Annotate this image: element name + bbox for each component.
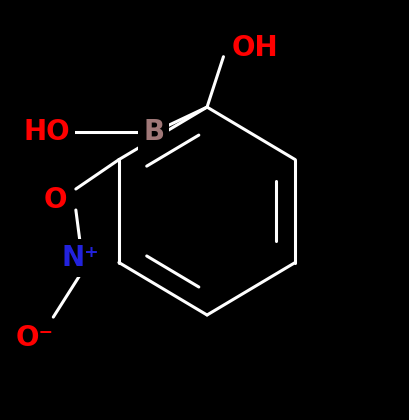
Text: O: O [43,186,67,213]
Text: B: B [143,118,164,146]
Text: O⁻: O⁻ [16,324,54,352]
Text: OH: OH [231,34,278,62]
Text: HO: HO [23,118,70,146]
Text: N⁺: N⁺ [61,244,99,272]
